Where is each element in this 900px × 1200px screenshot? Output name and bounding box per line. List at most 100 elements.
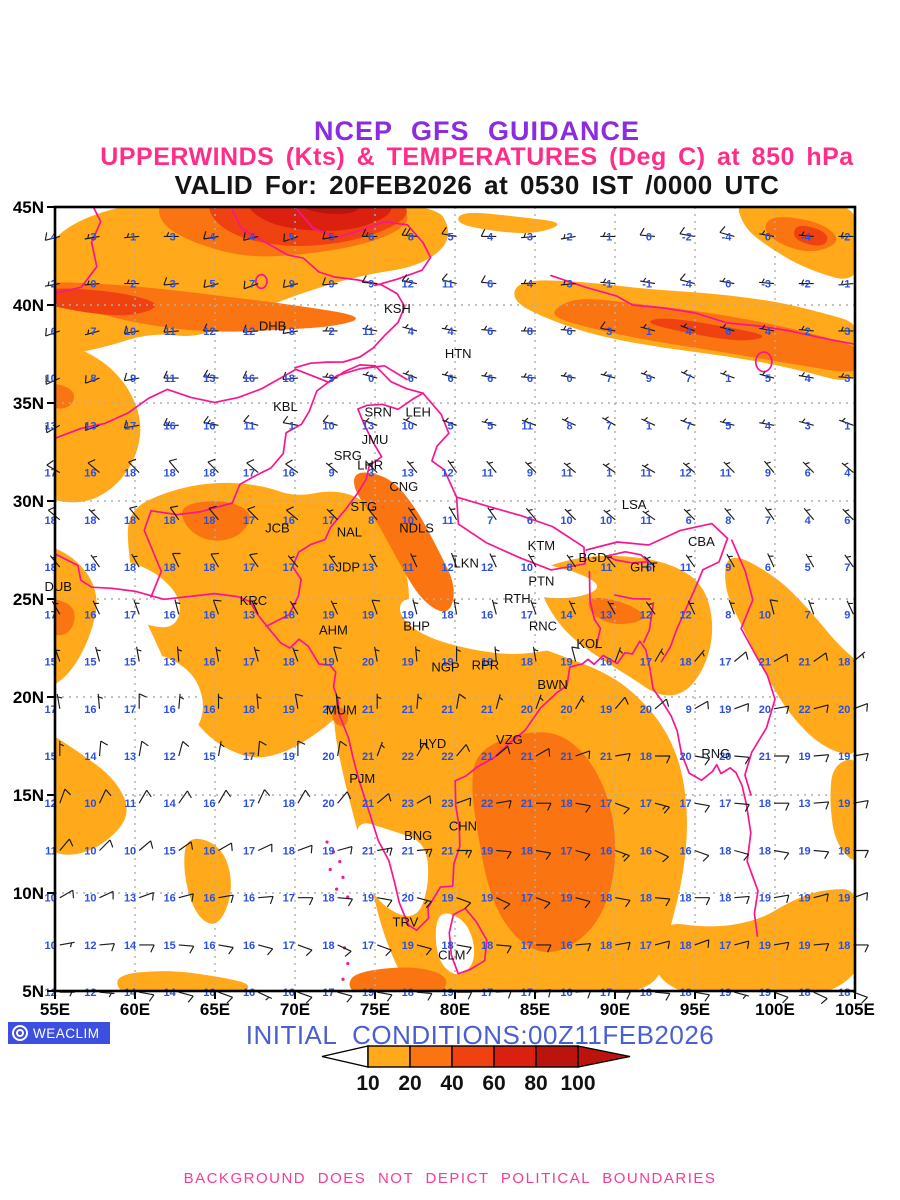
- svg-text:16: 16: [243, 373, 255, 385]
- svg-text:18: 18: [759, 798, 771, 810]
- svg-text:20: 20: [838, 704, 850, 716]
- svg-text:21: 21: [362, 751, 374, 763]
- svg-text:10: 10: [84, 846, 96, 858]
- svg-text:3: 3: [606, 326, 612, 338]
- svg-text:19: 19: [283, 704, 295, 716]
- svg-text:11: 11: [482, 468, 494, 480]
- svg-text:30N: 30N: [13, 492, 44, 511]
- svg-text:12: 12: [481, 562, 493, 574]
- station-label-srn: SRN: [364, 405, 391, 420]
- svg-text:17: 17: [243, 562, 255, 574]
- svg-text:8: 8: [527, 326, 533, 338]
- svg-text:16: 16: [203, 893, 215, 905]
- svg-text:21: 21: [521, 798, 533, 810]
- svg-text:5: 5: [447, 420, 453, 432]
- svg-text:2: 2: [130, 279, 136, 291]
- svg-text:17: 17: [640, 657, 652, 669]
- svg-text:16: 16: [203, 704, 215, 716]
- svg-text:70E: 70E: [280, 1000, 310, 1019]
- svg-text:13: 13: [84, 420, 96, 432]
- svg-text:2: 2: [328, 326, 334, 338]
- svg-text:14: 14: [560, 609, 573, 621]
- station-label-rth: RTH: [504, 591, 530, 606]
- svg-text:1: 1: [606, 231, 612, 243]
- svg-text:21: 21: [362, 704, 374, 716]
- svg-text:19: 19: [798, 846, 810, 858]
- svg-text:6: 6: [844, 515, 850, 527]
- svg-text:18: 18: [164, 468, 176, 480]
- svg-text:21: 21: [560, 751, 572, 763]
- initial-conditions-text: INITIAL CONDITIONS:00Z11FEB2026: [245, 1020, 715, 1050]
- svg-text:18: 18: [481, 940, 493, 952]
- svg-text:20: 20: [322, 751, 334, 763]
- station-label-rpr: RPR: [472, 658, 499, 673]
- svg-text:17: 17: [481, 987, 493, 999]
- svg-text:12: 12: [243, 326, 255, 338]
- svg-text:11: 11: [45, 846, 57, 858]
- svg-text:18: 18: [124, 468, 136, 480]
- svg-text:22: 22: [441, 751, 453, 763]
- svg-text:17: 17: [124, 704, 136, 716]
- station-label-dhb: DHB: [259, 319, 286, 334]
- svg-text:5: 5: [487, 420, 493, 432]
- svg-text:3: 3: [844, 326, 850, 338]
- svg-text:16: 16: [600, 657, 612, 669]
- svg-text:18: 18: [203, 562, 215, 574]
- svg-text:4: 4: [487, 231, 494, 243]
- svg-text:1: 1: [844, 420, 850, 432]
- svg-text:2: 2: [805, 326, 811, 338]
- svg-text:1: 1: [725, 373, 731, 385]
- svg-text:10N: 10N: [13, 884, 44, 903]
- svg-text:-1: -1: [642, 279, 652, 291]
- svg-text:100: 100: [560, 1072, 595, 1095]
- station-label-krc: KRC: [240, 593, 267, 608]
- svg-text:13: 13: [402, 468, 414, 480]
- station-label-ndls: NDLS: [399, 520, 434, 535]
- svg-text:20: 20: [759, 704, 771, 716]
- svg-text:15: 15: [164, 846, 176, 858]
- svg-text:8: 8: [725, 515, 731, 527]
- svg-text:12: 12: [679, 609, 691, 621]
- svg-text:4: 4: [527, 279, 534, 291]
- station-label-ptn: PTN: [528, 573, 554, 588]
- svg-text:4: 4: [209, 231, 216, 243]
- station-label-chn: CHN: [449, 818, 477, 833]
- svg-text:6: 6: [527, 515, 533, 527]
- svg-text:3: 3: [170, 279, 176, 291]
- svg-text:18: 18: [84, 515, 96, 527]
- svg-text:-2: -2: [682, 231, 692, 243]
- svg-text:18: 18: [441, 940, 453, 952]
- svg-text:19: 19: [322, 846, 334, 858]
- svg-text:17: 17: [243, 657, 255, 669]
- svg-text:19: 19: [441, 657, 453, 669]
- station-label-bng: BNG: [404, 828, 432, 843]
- svg-text:19: 19: [759, 987, 771, 999]
- svg-text:6: 6: [408, 373, 414, 385]
- svg-text:-1: -1: [841, 279, 851, 291]
- svg-text:18: 18: [164, 562, 176, 574]
- svg-text:21: 21: [759, 657, 771, 669]
- svg-text:5: 5: [328, 231, 334, 243]
- wind-barb-layer: [44, 226, 869, 1005]
- svg-text:6: 6: [527, 373, 533, 385]
- svg-text:55E: 55E: [40, 1000, 70, 1019]
- svg-text:16: 16: [84, 609, 96, 621]
- svg-text:11: 11: [244, 420, 256, 432]
- svg-text:10: 10: [521, 562, 533, 574]
- svg-text:19: 19: [759, 893, 771, 905]
- svg-text:21: 21: [481, 704, 493, 716]
- svg-text:-4: -4: [682, 279, 693, 291]
- svg-text:17: 17: [679, 798, 691, 810]
- station-label-lsa: LSA: [622, 497, 647, 512]
- svg-text:19: 19: [441, 893, 453, 905]
- svg-text:18: 18: [679, 940, 691, 952]
- svg-text:5: 5: [725, 420, 731, 432]
- svg-text:7: 7: [90, 326, 96, 338]
- svg-text:19: 19: [798, 751, 810, 763]
- svg-text:16: 16: [164, 704, 176, 716]
- svg-text:18: 18: [124, 562, 136, 574]
- svg-text:19: 19: [759, 940, 771, 952]
- svg-text:19: 19: [719, 987, 731, 999]
- svg-text:0: 0: [765, 231, 771, 243]
